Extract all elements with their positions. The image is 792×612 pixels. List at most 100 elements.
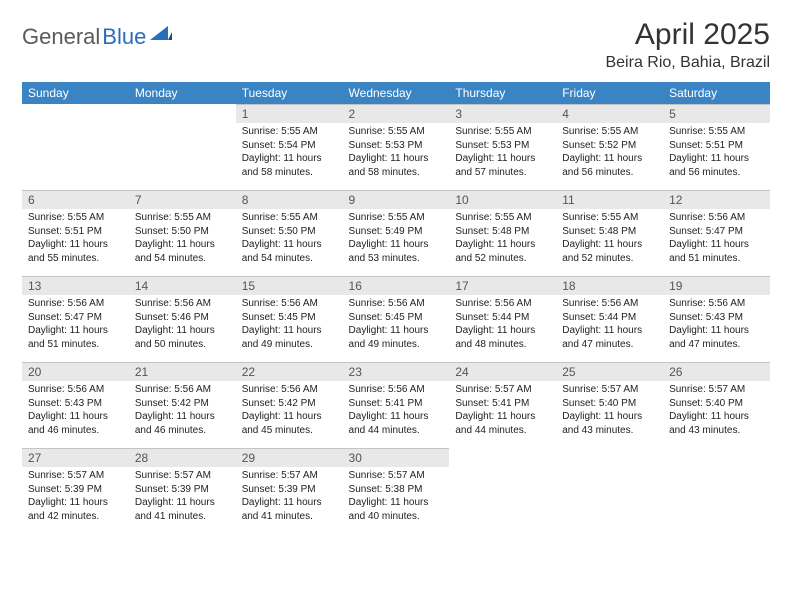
sunset-text: Sunset: 5:47 PM [28,311,123,325]
calendar-cell: 20Sunrise: 5:56 AMSunset: 5:43 PMDayligh… [22,362,129,448]
day-number: 13 [22,276,129,295]
sunrise-text: Sunrise: 5:56 AM [242,383,337,397]
calendar-cell: 5Sunrise: 5:55 AMSunset: 5:51 PMDaylight… [663,104,770,190]
day-body: Sunrise: 5:55 AMSunset: 5:49 PMDaylight:… [343,209,450,269]
day-body: Sunrise: 5:57 AMSunset: 5:41 PMDaylight:… [449,381,556,441]
day-number: 15 [236,276,343,295]
day-body: Sunrise: 5:55 AMSunset: 5:53 PMDaylight:… [449,123,556,183]
day-number: 11 [556,190,663,209]
sunrise-text: Sunrise: 5:55 AM [135,211,230,225]
day-number: 10 [449,190,556,209]
day-body: Sunrise: 5:55 AMSunset: 5:50 PMDaylight:… [129,209,236,269]
calendar-cell: 30Sunrise: 5:57 AMSunset: 5:38 PMDayligh… [343,448,450,534]
day-number: 14 [129,276,236,295]
day-body: Sunrise: 5:56 AMSunset: 5:45 PMDaylight:… [343,295,450,355]
daylight-text: Daylight: 11 hours and 49 minutes. [242,324,337,351]
daylight-text: Daylight: 11 hours and 51 minutes. [669,238,764,265]
sunset-text: Sunset: 5:47 PM [669,225,764,239]
sunrise-text: Sunrise: 5:56 AM [242,297,337,311]
calendar-cell [556,448,663,534]
calendar-cell: 26Sunrise: 5:57 AMSunset: 5:40 PMDayligh… [663,362,770,448]
sunset-text: Sunset: 5:40 PM [669,397,764,411]
sunset-text: Sunset: 5:45 PM [349,311,444,325]
daylight-text: Daylight: 11 hours and 45 minutes. [242,410,337,437]
day-body: Sunrise: 5:56 AMSunset: 5:42 PMDaylight:… [129,381,236,441]
calendar-cell: 18Sunrise: 5:56 AMSunset: 5:44 PMDayligh… [556,276,663,362]
calendar-cell: 14Sunrise: 5:56 AMSunset: 5:46 PMDayligh… [129,276,236,362]
day-body: Sunrise: 5:57 AMSunset: 5:39 PMDaylight:… [129,467,236,527]
day-number: 26 [663,362,770,381]
weekday-monday: Monday [129,82,236,104]
daylight-text: Daylight: 11 hours and 44 minutes. [455,410,550,437]
sunset-text: Sunset: 5:40 PM [562,397,657,411]
calendar-cell: 7Sunrise: 5:55 AMSunset: 5:50 PMDaylight… [129,190,236,276]
day-body: Sunrise: 5:55 AMSunset: 5:50 PMDaylight:… [236,209,343,269]
daylight-text: Daylight: 11 hours and 43 minutes. [669,410,764,437]
sunset-text: Sunset: 5:44 PM [562,311,657,325]
calendar-cell: 19Sunrise: 5:56 AMSunset: 5:43 PMDayligh… [663,276,770,362]
daylight-text: Daylight: 11 hours and 58 minutes. [349,152,444,179]
sunrise-text: Sunrise: 5:55 AM [562,211,657,225]
daylight-text: Daylight: 11 hours and 47 minutes. [669,324,764,351]
calendar-cell [449,448,556,534]
calendar-cell: 29Sunrise: 5:57 AMSunset: 5:39 PMDayligh… [236,448,343,534]
sunrise-text: Sunrise: 5:56 AM [669,297,764,311]
sunrise-text: Sunrise: 5:55 AM [455,211,550,225]
day-number: 21 [129,362,236,381]
sunrise-text: Sunrise: 5:55 AM [28,211,123,225]
calendar-cell: 8Sunrise: 5:55 AMSunset: 5:50 PMDaylight… [236,190,343,276]
day-number: 20 [22,362,129,381]
sunset-text: Sunset: 5:53 PM [455,139,550,153]
sunrise-text: Sunrise: 5:56 AM [349,297,444,311]
calendar-cell: 3Sunrise: 5:55 AMSunset: 5:53 PMDaylight… [449,104,556,190]
sunrise-text: Sunrise: 5:55 AM [562,125,657,139]
daylight-text: Daylight: 11 hours and 42 minutes. [28,496,123,523]
sunset-text: Sunset: 5:44 PM [455,311,550,325]
logo-sail-icon [150,26,172,40]
day-number: 9 [343,190,450,209]
sunset-text: Sunset: 5:51 PM [669,139,764,153]
day-number: 29 [236,448,343,467]
sunset-text: Sunset: 5:39 PM [242,483,337,497]
header: GeneralBlue April 2025 Beira Rio, Bahia,… [22,18,770,72]
calendar-cell: 13Sunrise: 5:56 AMSunset: 5:47 PMDayligh… [22,276,129,362]
day-body: Sunrise: 5:55 AMSunset: 5:51 PMDaylight:… [22,209,129,269]
daylight-text: Daylight: 11 hours and 50 minutes. [135,324,230,351]
daylight-text: Daylight: 11 hours and 54 minutes. [242,238,337,265]
sunrise-text: Sunrise: 5:56 AM [669,211,764,225]
day-body: Sunrise: 5:55 AMSunset: 5:48 PMDaylight:… [556,209,663,269]
day-body: Sunrise: 5:56 AMSunset: 5:47 PMDaylight:… [663,209,770,269]
calendar-cell: 11Sunrise: 5:55 AMSunset: 5:48 PMDayligh… [556,190,663,276]
logo: GeneralBlue [22,18,172,50]
day-body: Sunrise: 5:57 AMSunset: 5:39 PMDaylight:… [236,467,343,527]
day-number: 22 [236,362,343,381]
calendar-row: 20Sunrise: 5:56 AMSunset: 5:43 PMDayligh… [22,362,770,448]
calendar-cell: 6Sunrise: 5:55 AMSunset: 5:51 PMDaylight… [22,190,129,276]
sunrise-text: Sunrise: 5:56 AM [135,297,230,311]
calendar-cell: 25Sunrise: 5:57 AMSunset: 5:40 PMDayligh… [556,362,663,448]
calendar-body: 1Sunrise: 5:55 AMSunset: 5:54 PMDaylight… [22,104,770,534]
day-number: 19 [663,276,770,295]
daylight-text: Daylight: 11 hours and 51 minutes. [28,324,123,351]
day-body: Sunrise: 5:55 AMSunset: 5:53 PMDaylight:… [343,123,450,183]
sunset-text: Sunset: 5:50 PM [135,225,230,239]
sunset-text: Sunset: 5:50 PM [242,225,337,239]
sunrise-text: Sunrise: 5:56 AM [562,297,657,311]
calendar-row: 6Sunrise: 5:55 AMSunset: 5:51 PMDaylight… [22,190,770,276]
sunrise-text: Sunrise: 5:57 AM [135,469,230,483]
day-number: 18 [556,276,663,295]
daylight-text: Daylight: 11 hours and 40 minutes. [349,496,444,523]
weekday-saturday: Saturday [663,82,770,104]
day-body: Sunrise: 5:56 AMSunset: 5:43 PMDaylight:… [22,381,129,441]
sunrise-text: Sunrise: 5:56 AM [455,297,550,311]
day-number: 2 [343,104,450,123]
calendar-cell: 9Sunrise: 5:55 AMSunset: 5:49 PMDaylight… [343,190,450,276]
sunset-text: Sunset: 5:41 PM [349,397,444,411]
sunrise-text: Sunrise: 5:57 AM [242,469,337,483]
weekday-thursday: Thursday [449,82,556,104]
day-number: 8 [236,190,343,209]
calendar-cell: 23Sunrise: 5:56 AMSunset: 5:41 PMDayligh… [343,362,450,448]
calendar-cell: 22Sunrise: 5:56 AMSunset: 5:42 PMDayligh… [236,362,343,448]
weekday-tuesday: Tuesday [236,82,343,104]
calendar-cell: 12Sunrise: 5:56 AMSunset: 5:47 PMDayligh… [663,190,770,276]
